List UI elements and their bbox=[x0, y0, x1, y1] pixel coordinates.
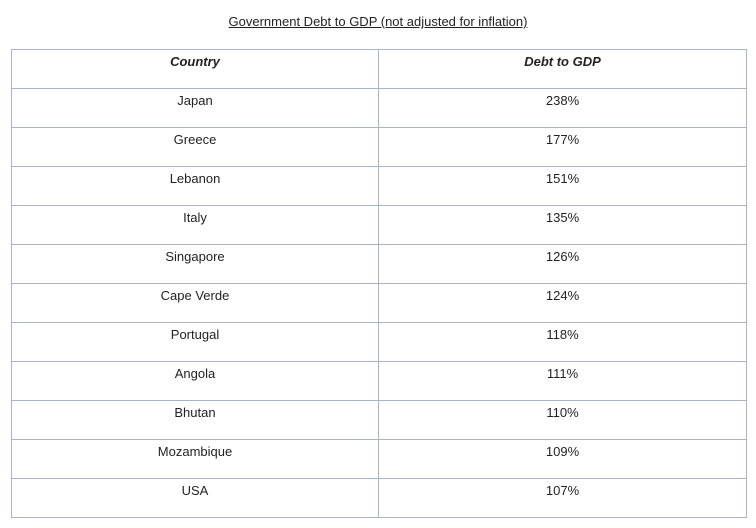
table-row: USA 107% bbox=[11, 478, 747, 518]
debt-to-gdp-cell: 126% bbox=[378, 244, 747, 284]
debt-to-gdp-cell: 177% bbox=[378, 127, 747, 167]
country-cell: USA bbox=[11, 478, 379, 518]
debt-to-gdp-cell: 135% bbox=[378, 205, 747, 245]
debt-to-gdp-cell: 238% bbox=[378, 88, 747, 128]
table-header-row: Country Debt to GDP bbox=[11, 49, 747, 89]
table-row: Italy 135% bbox=[11, 205, 747, 245]
country-cell: Cape Verde bbox=[11, 283, 379, 323]
table-row: Cape Verde 124% bbox=[11, 283, 747, 323]
country-cell: Mozambique bbox=[11, 439, 379, 479]
table-row: Lebanon 151% bbox=[11, 166, 747, 206]
country-cell: Italy bbox=[11, 205, 379, 245]
country-cell: Lebanon bbox=[11, 166, 379, 206]
country-cell: Bhutan bbox=[11, 400, 379, 440]
country-cell: Singapore bbox=[11, 244, 379, 284]
country-cell: Japan bbox=[11, 88, 379, 128]
table-row: Angola 111% bbox=[11, 361, 747, 401]
debt-to-gdp-cell: 118% bbox=[378, 322, 747, 362]
debt-to-gdp-cell: 111% bbox=[378, 361, 747, 401]
column-header-country: Country bbox=[11, 49, 379, 89]
page-title-container: Government Debt to GDP (not adjusted for… bbox=[0, 13, 756, 31]
table-row: Greece 177% bbox=[11, 127, 747, 167]
table-row: Bhutan 110% bbox=[11, 400, 747, 440]
page-title: Government Debt to GDP (not adjusted for… bbox=[228, 14, 528, 29]
country-cell: Angola bbox=[11, 361, 379, 401]
column-header-debt-to-gdp: Debt to GDP bbox=[378, 49, 747, 89]
debt-to-gdp-cell: 107% bbox=[378, 478, 747, 518]
debt-to-gdp-cell: 109% bbox=[378, 439, 747, 479]
debt-to-gdp-cell: 124% bbox=[378, 283, 747, 323]
country-cell: Portugal bbox=[11, 322, 379, 362]
debt-to-gdp-cell: 110% bbox=[378, 400, 747, 440]
table-row: Japan 238% bbox=[11, 88, 747, 128]
table-row: Portugal 118% bbox=[11, 322, 747, 362]
debt-to-gdp-cell: 151% bbox=[378, 166, 747, 206]
country-cell: Greece bbox=[11, 127, 379, 167]
debt-to-gdp-table: Country Debt to GDP Japan 238% Greece 17… bbox=[11, 49, 747, 518]
table-row: Singapore 126% bbox=[11, 244, 747, 284]
table-row: Mozambique 109% bbox=[11, 439, 747, 479]
